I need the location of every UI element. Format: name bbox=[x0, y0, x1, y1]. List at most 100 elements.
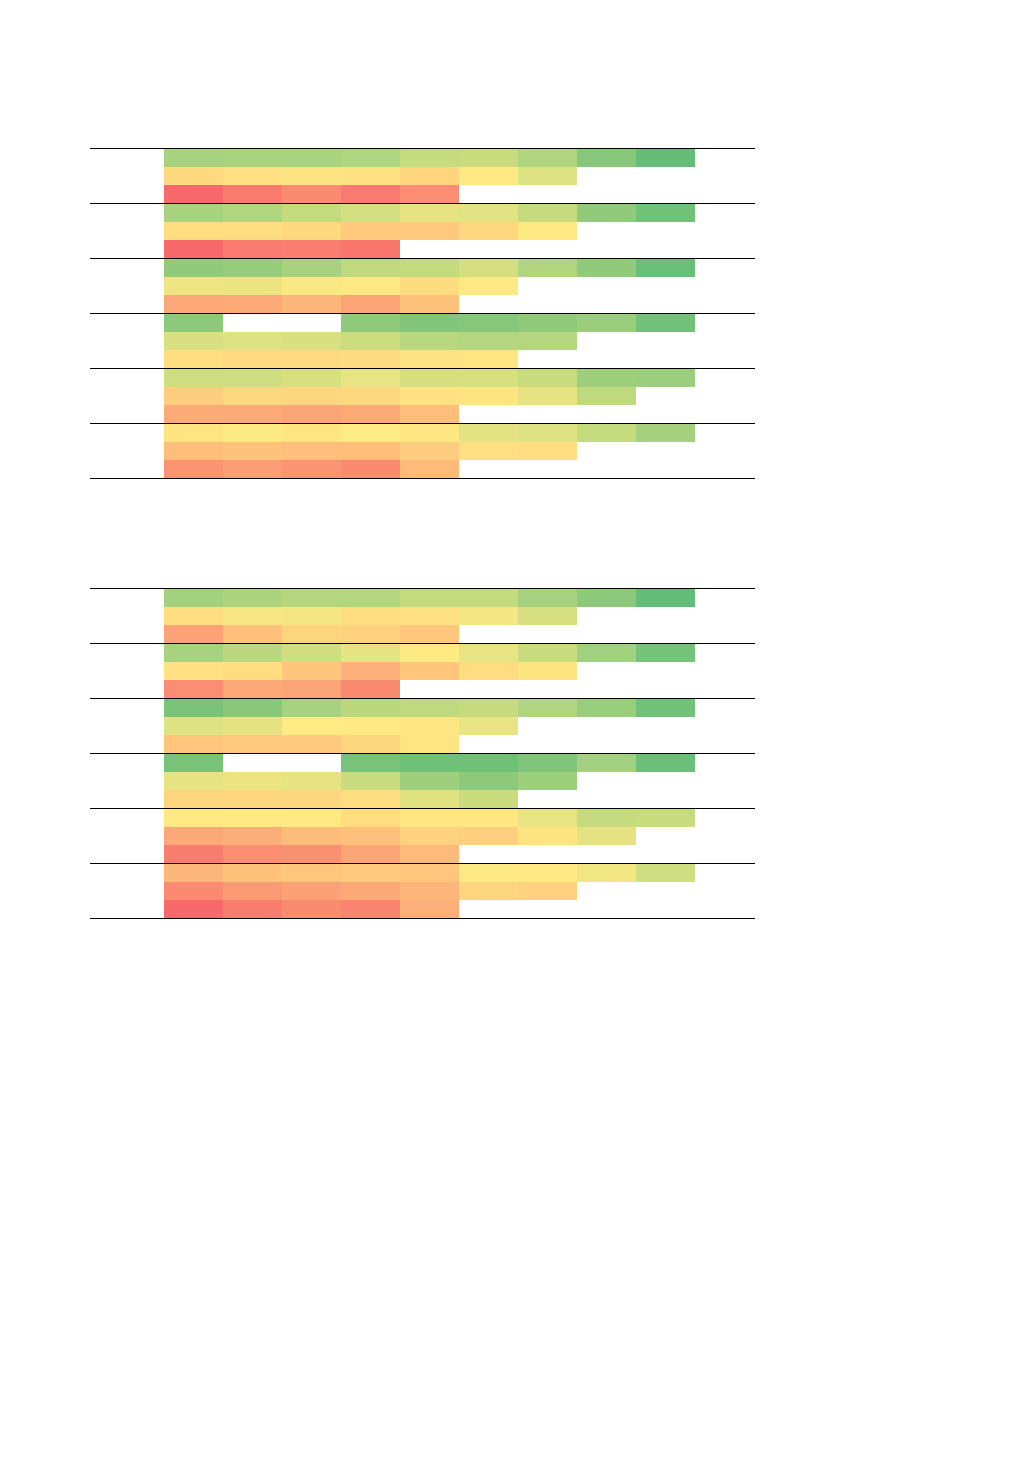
heatmap-cell bbox=[400, 717, 459, 735]
table-bottom-rule bbox=[90, 918, 755, 919]
heatmap-cell bbox=[459, 864, 518, 882]
heatmap-cell bbox=[341, 460, 400, 478]
heatmap-cell bbox=[164, 754, 223, 772]
heatmap-cell bbox=[223, 900, 282, 918]
heatmap-cell bbox=[164, 644, 223, 662]
heatmap-cell bbox=[282, 350, 341, 368]
heatmap-cell bbox=[459, 589, 518, 607]
heatmap-cell bbox=[282, 699, 341, 717]
heatmap-cell bbox=[341, 845, 400, 863]
heatmap-cell bbox=[282, 332, 341, 350]
heatmap-cell bbox=[400, 149, 459, 167]
heatmap-cell bbox=[459, 754, 518, 772]
heatmap-cell bbox=[282, 662, 341, 680]
heatmap-cell bbox=[400, 387, 459, 405]
heatmap-cell bbox=[518, 387, 577, 405]
heatmap-cell bbox=[223, 240, 282, 258]
heatmap-cell bbox=[459, 772, 518, 790]
heatmap-cell bbox=[223, 387, 282, 405]
heatmap-cell bbox=[341, 699, 400, 717]
heatmap-cell bbox=[400, 625, 459, 643]
heatmap-cell bbox=[341, 882, 400, 900]
heatmap-cell bbox=[164, 442, 223, 460]
heatmap-cell bbox=[518, 882, 577, 900]
heatmap-cell bbox=[577, 424, 636, 442]
heatmap-cell bbox=[282, 717, 341, 735]
heatmap-cell bbox=[341, 332, 400, 350]
heatmap-cell bbox=[400, 442, 459, 460]
heatmap-cell bbox=[223, 332, 282, 350]
heatmap-cell bbox=[282, 790, 341, 808]
heatmap-cell bbox=[164, 864, 223, 882]
heatmap-cell bbox=[341, 149, 400, 167]
heatmap-cell bbox=[164, 460, 223, 478]
heatmap-cell bbox=[341, 827, 400, 845]
heatmap-cell bbox=[341, 607, 400, 625]
heatmap-cell bbox=[400, 295, 459, 313]
heatmap-cell bbox=[459, 442, 518, 460]
heatmap-cell bbox=[400, 900, 459, 918]
heatmap-cell bbox=[636, 259, 695, 277]
heatmap-cell bbox=[282, 809, 341, 827]
heatmap-cell bbox=[341, 442, 400, 460]
heatmap-cell bbox=[341, 900, 400, 918]
heatmap-cell bbox=[223, 882, 282, 900]
heatmap-cell bbox=[282, 607, 341, 625]
heatmap-cell bbox=[400, 185, 459, 203]
heatmap-cell bbox=[223, 717, 282, 735]
heatmap-cell bbox=[459, 699, 518, 717]
heatmap-cell bbox=[636, 149, 695, 167]
heatmap-cell bbox=[577, 864, 636, 882]
heatmap-cell bbox=[459, 607, 518, 625]
heatmap-cell bbox=[459, 387, 518, 405]
heatmap-cell bbox=[636, 644, 695, 662]
heatmap-cell bbox=[636, 864, 695, 882]
heatmap-cell bbox=[282, 644, 341, 662]
heatmap-cell bbox=[164, 790, 223, 808]
heatmap-cell bbox=[164, 350, 223, 368]
heatmap-cell bbox=[400, 204, 459, 222]
heatmap-cell bbox=[577, 369, 636, 387]
heatmap-cell bbox=[400, 350, 459, 368]
heatmap-cell bbox=[223, 680, 282, 698]
heatmap-cell bbox=[577, 589, 636, 607]
heatmap-cell bbox=[459, 259, 518, 277]
heatmap-cell bbox=[518, 442, 577, 460]
heatmap-cell bbox=[518, 607, 577, 625]
heatmap-cell bbox=[518, 662, 577, 680]
heatmap-cell bbox=[577, 699, 636, 717]
heatmap-cell bbox=[341, 790, 400, 808]
heatmap-cell bbox=[223, 607, 282, 625]
heatmap-cell bbox=[282, 772, 341, 790]
heatmap-cell bbox=[223, 295, 282, 313]
heatmap-cell bbox=[459, 644, 518, 662]
heatmap-cell bbox=[164, 387, 223, 405]
heatmap-cell bbox=[400, 662, 459, 680]
heatmap-cell bbox=[223, 277, 282, 295]
heatmap-cell bbox=[164, 295, 223, 313]
heatmap-cell bbox=[577, 809, 636, 827]
heatmap-cell bbox=[341, 754, 400, 772]
heatmap-cell bbox=[577, 644, 636, 662]
heatmap-cell bbox=[400, 607, 459, 625]
heatmap-cell bbox=[223, 699, 282, 717]
heatmap-cell bbox=[518, 644, 577, 662]
heatmap-cell bbox=[341, 864, 400, 882]
heatmap-cell bbox=[341, 625, 400, 643]
heatmap-cell bbox=[282, 589, 341, 607]
heatmap-cell bbox=[282, 735, 341, 753]
heatmap-cell bbox=[459, 424, 518, 442]
heatmap-cell bbox=[164, 607, 223, 625]
heatmap-cell bbox=[636, 809, 695, 827]
heatmap-cell bbox=[341, 222, 400, 240]
heatmap-cell bbox=[459, 809, 518, 827]
heatmap-cell bbox=[341, 735, 400, 753]
heatmap-cell bbox=[636, 589, 695, 607]
heatmap-cell bbox=[459, 662, 518, 680]
heatmap-cell bbox=[164, 149, 223, 167]
heatmap-cell bbox=[164, 882, 223, 900]
heatmap-cell bbox=[518, 827, 577, 845]
heatmap-cell bbox=[459, 350, 518, 368]
heatmap-cell bbox=[341, 424, 400, 442]
heatmap-cell bbox=[282, 680, 341, 698]
